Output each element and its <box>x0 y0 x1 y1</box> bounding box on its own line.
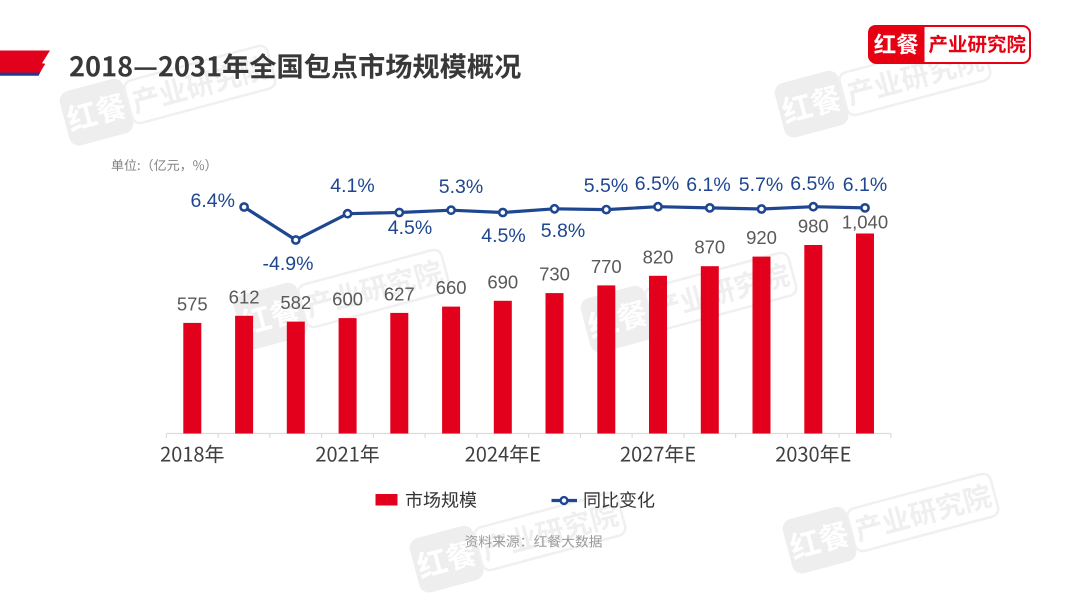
svg-text:627: 627 <box>384 283 415 304</box>
svg-text:6.1%: 6.1% <box>843 174 887 196</box>
svg-text:4.5%: 4.5% <box>481 225 525 247</box>
svg-text:582: 582 <box>280 292 311 313</box>
svg-text:820: 820 <box>643 246 674 267</box>
svg-text:600: 600 <box>332 289 363 310</box>
svg-text:6.4%: 6.4% <box>191 190 235 212</box>
svg-text:770: 770 <box>591 256 622 277</box>
svg-text:4.1%: 4.1% <box>330 175 374 197</box>
svg-text:920: 920 <box>746 227 777 248</box>
svg-text:5.8%: 5.8% <box>541 220 585 242</box>
svg-text:1,040: 1,040 <box>842 212 888 233</box>
svg-text:612: 612 <box>229 286 260 307</box>
svg-text:4.5%: 4.5% <box>388 217 432 239</box>
svg-text:730: 730 <box>539 264 570 285</box>
svg-text:870: 870 <box>694 237 725 258</box>
svg-text:6.1%: 6.1% <box>686 174 730 196</box>
svg-text:980: 980 <box>798 216 829 237</box>
svg-text:5.3%: 5.3% <box>439 176 483 198</box>
svg-text:5.5%: 5.5% <box>584 175 628 197</box>
svg-text:5.7%: 5.7% <box>739 174 783 196</box>
svg-text:6.5%: 6.5% <box>635 173 679 195</box>
svg-text:660: 660 <box>436 277 467 298</box>
svg-text:-4.9%: -4.9% <box>263 253 314 275</box>
svg-text:690: 690 <box>487 271 518 292</box>
svg-text:575: 575 <box>177 293 208 314</box>
svg-text:6.5%: 6.5% <box>790 173 834 195</box>
